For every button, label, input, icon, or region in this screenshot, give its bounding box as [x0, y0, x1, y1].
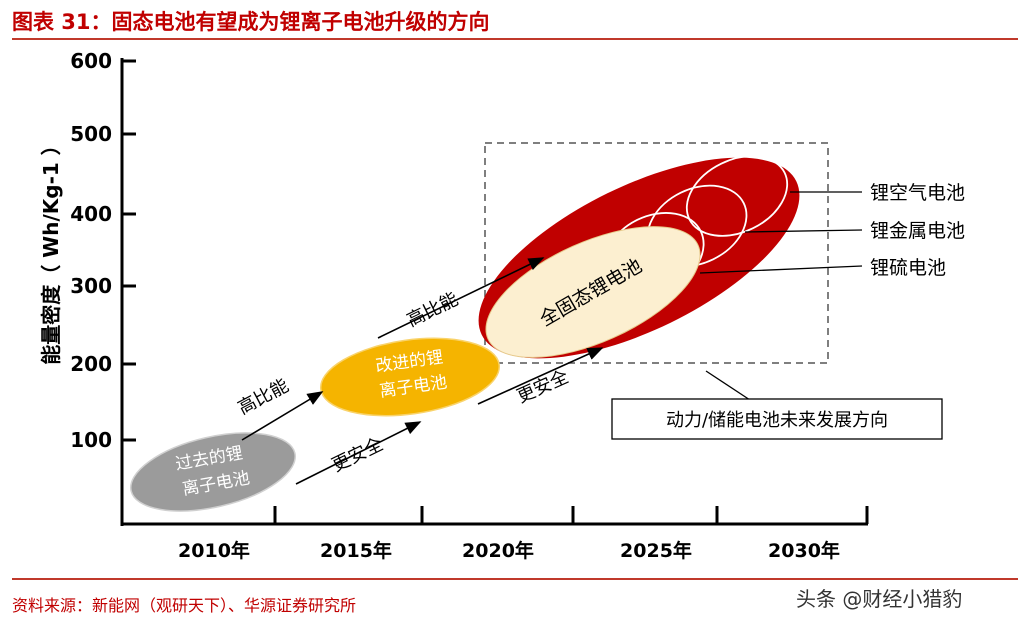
y-tick-label: 400: [70, 202, 112, 226]
arrow-high-energy-1: [241, 391, 324, 441]
y-ticks: 100 200 300 400 500 600: [70, 49, 136, 452]
arrow-safer-2: [477, 347, 604, 405]
future-direction-box: [484, 142, 829, 364]
arrow-label-safer-2: 更安全: [514, 366, 572, 407]
future-box-callout: [705, 370, 751, 401]
x-tick-label: 2025年: [620, 539, 692, 562]
future-direction-label-box: [611, 398, 943, 440]
y-tick-label: 300: [70, 274, 112, 298]
arrow-safer-1: [295, 421, 422, 485]
y-tick-label: 500: [70, 122, 112, 146]
li-s-label: 锂硫电池: [870, 257, 946, 279]
figure-title: 图表 31：固态电池有望成为锂离子电池升级的方向: [12, 10, 490, 34]
x-tick-label: 2015年: [320, 539, 392, 562]
li-metal-label: 锂金属电池: [870, 220, 965, 242]
y-tick-label: 100: [70, 428, 112, 452]
x-tick-label: 2030年: [768, 539, 840, 562]
y-axis-label: 能量密度（ Wh/Kg-1 ）: [39, 135, 63, 365]
improved-li-ion-ellipse: [319, 337, 501, 417]
x-tick-label: 2020年: [462, 539, 534, 562]
callout-li-metal: [744, 229, 863, 233]
solid-state-ellipse: [485, 226, 701, 358]
x-tick-label: 2010年: [178, 539, 250, 562]
watermark: 头条 @财经小猎豹: [796, 587, 963, 611]
source-note: 资料来源：新能网（观研天下）、华源证券研究所: [12, 596, 357, 615]
title-rule: [12, 38, 1018, 40]
x-ticks: 2010年 2015年 2020年 2025年 2030年: [178, 506, 869, 562]
y-tick-label: 200: [70, 352, 112, 376]
arrow-label-high-energy-1: 高比能: [235, 375, 293, 419]
li-air-label: 锂空气电池: [870, 182, 965, 204]
past-li-ion-ellipse: [130, 432, 296, 512]
arrow-label-high-energy-2: 高比能: [404, 289, 462, 332]
source-rule: [12, 578, 1018, 580]
li-air-circle: [685, 155, 789, 237]
arrow-high-energy-2: [377, 257, 545, 339]
y-tick-label: 600: [70, 49, 112, 73]
future-direction-label: 动力/储能电池未来发展方向: [666, 410, 888, 431]
callout-li-s: [699, 265, 863, 274]
arrow-label-safer-1: 更安全: [329, 434, 387, 477]
